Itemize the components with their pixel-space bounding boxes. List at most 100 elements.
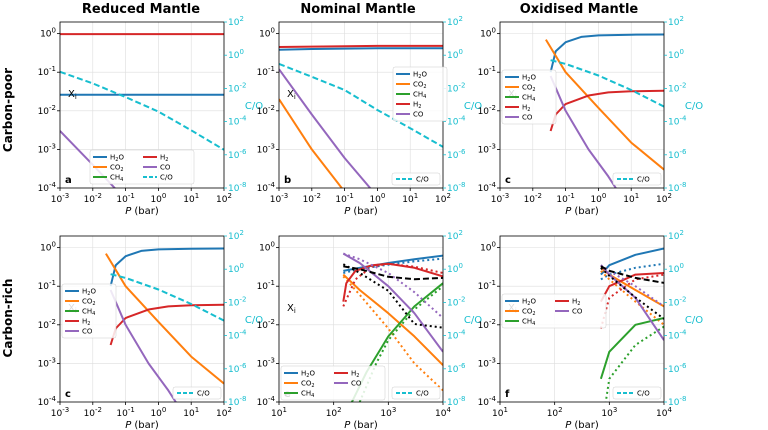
y-right-tick-label: 10-6 xyxy=(668,362,687,375)
legend-label: CO2 xyxy=(301,380,315,390)
legend-box xyxy=(280,365,386,401)
legend-label: CO2 xyxy=(413,81,427,91)
y-right-tick-label: 10-2 xyxy=(668,295,686,308)
series-line-h2o xyxy=(549,33,664,73)
y-right-tick-label: 100 xyxy=(447,48,463,61)
series-line-co2 xyxy=(105,253,224,385)
x-axis-label: P (bar) xyxy=(125,206,159,217)
legend-label: H2 xyxy=(572,298,580,308)
x-tick-label: 10-2 xyxy=(303,192,321,205)
series-line-co2-model xyxy=(342,275,443,392)
y-right-tick-label: 100 xyxy=(668,48,684,61)
x-tick-label: 10-1 xyxy=(335,192,353,205)
legend-box xyxy=(391,172,441,186)
legend-label: CH4 xyxy=(522,318,535,328)
series-line-co xyxy=(549,75,617,188)
x-axis-label: P (bar) xyxy=(565,206,599,217)
x-tick-label: 10-3 xyxy=(51,192,69,205)
legend-label: H2O xyxy=(413,71,427,81)
y-tick-label: 10-1 xyxy=(38,279,56,292)
series-line-c-o-model xyxy=(600,267,664,320)
y-tick-label: 10-4 xyxy=(257,395,276,408)
panel-label: c xyxy=(505,175,511,186)
legend-box xyxy=(89,149,195,185)
series-line-ch4 xyxy=(599,317,664,380)
legend-label: C/O xyxy=(416,176,429,184)
series-line-co xyxy=(342,252,443,353)
series-group xyxy=(105,247,224,402)
series-line-co2 xyxy=(545,39,664,171)
y-tick-label: 10-1 xyxy=(257,279,275,292)
y-right-tick-label: 10-2 xyxy=(228,295,246,308)
y-right-tick-label: 10-2 xyxy=(447,81,465,94)
series-line-h2 xyxy=(600,272,664,303)
series-line-co xyxy=(109,289,177,402)
legend-label: CH4 xyxy=(110,174,123,184)
x-tick-label: 101 xyxy=(271,406,287,419)
legend-box xyxy=(61,283,117,339)
chart-panel-4: 10-3 10-2 10-1 100 101 10210-410-310-210-1100… xyxy=(38,229,264,430)
y-tick-label: 10-4 xyxy=(478,181,497,194)
y-right-axis-label: C/O xyxy=(685,315,703,326)
x-tick-label: 10-2 xyxy=(84,192,102,205)
column-title: Oxidised Mantle xyxy=(520,2,639,17)
legend-label: H2 xyxy=(351,370,359,380)
y-right-tick-label: 102 xyxy=(447,229,463,242)
y-tick-label: 10-4 xyxy=(257,181,276,194)
legend-label: C/O xyxy=(637,390,650,398)
legend-label: C/O xyxy=(416,390,429,398)
legend-box xyxy=(501,293,607,329)
x-tick-label: 101 xyxy=(183,192,199,205)
y-tick-label: 10-4 xyxy=(478,395,497,408)
legend-box xyxy=(172,386,222,400)
x-tick-label: 100 xyxy=(369,192,385,205)
legend-label: CO xyxy=(413,111,424,119)
panel-label: f xyxy=(505,389,510,400)
y-right-tick-label: 10-6 xyxy=(228,362,247,375)
y-right-tick-label: 10-4 xyxy=(447,329,466,342)
x-tick-label: 103 xyxy=(601,406,617,419)
legend-label: CO2 xyxy=(82,298,96,308)
y-right-tick-label: 10-2 xyxy=(228,81,246,94)
axes-frame xyxy=(499,235,665,403)
series-line-co2 xyxy=(279,98,343,188)
x-tick-label: 10-3 xyxy=(491,192,509,205)
legend-label: H2 xyxy=(82,318,90,328)
x-tick-label: 102 xyxy=(547,406,563,419)
y-tick-label: 10-4 xyxy=(38,181,57,194)
y-right-tick-label: 102 xyxy=(228,15,244,28)
legend-box xyxy=(612,386,662,400)
x-axis-label: P (bar) xyxy=(565,420,599,430)
x-tick-label: 10-1 xyxy=(556,192,574,205)
series-line-h2o xyxy=(279,47,443,51)
y-tick-label: 10-1 xyxy=(38,65,56,78)
x-tick-label: 102 xyxy=(435,192,451,205)
y-tick-label: 100 xyxy=(40,241,56,254)
legend-label: H2 xyxy=(413,101,421,111)
panel-label: a xyxy=(65,175,72,186)
y-axis-label: Xi xyxy=(287,303,296,315)
legend-label: CO xyxy=(572,308,583,316)
y-tick-label: 10-2 xyxy=(257,318,275,331)
legend-label: CO2 xyxy=(522,84,536,94)
legend-label: H2O xyxy=(522,298,536,308)
row-title: Carbon-rich xyxy=(1,279,15,358)
legend-label: H2 xyxy=(522,104,530,114)
y-tick-label: 10-2 xyxy=(38,104,56,117)
x-tick-label: 103 xyxy=(380,406,396,419)
y-right-tick-label: 10-8 xyxy=(447,181,465,194)
legend-box xyxy=(501,69,557,125)
legend-box xyxy=(612,172,662,186)
y-tick-label: 10-3 xyxy=(257,142,275,155)
legend-label: CH4 xyxy=(522,94,535,104)
y-tick-label: 10-3 xyxy=(478,356,496,369)
y-right-tick-label: 10-2 xyxy=(447,295,465,308)
legend-label: H2 xyxy=(160,154,168,164)
y-right-axis-label: C/O xyxy=(685,101,703,112)
y-right-tick-label: 10-2 xyxy=(668,81,686,94)
y-right-tick-label: 102 xyxy=(447,15,463,28)
series-group xyxy=(599,247,664,402)
